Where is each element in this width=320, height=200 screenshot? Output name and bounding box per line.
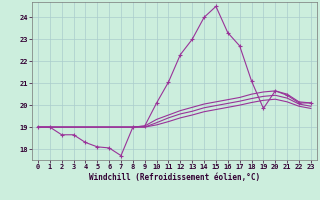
X-axis label: Windchill (Refroidissement éolien,°C): Windchill (Refroidissement éolien,°C) — [89, 173, 260, 182]
